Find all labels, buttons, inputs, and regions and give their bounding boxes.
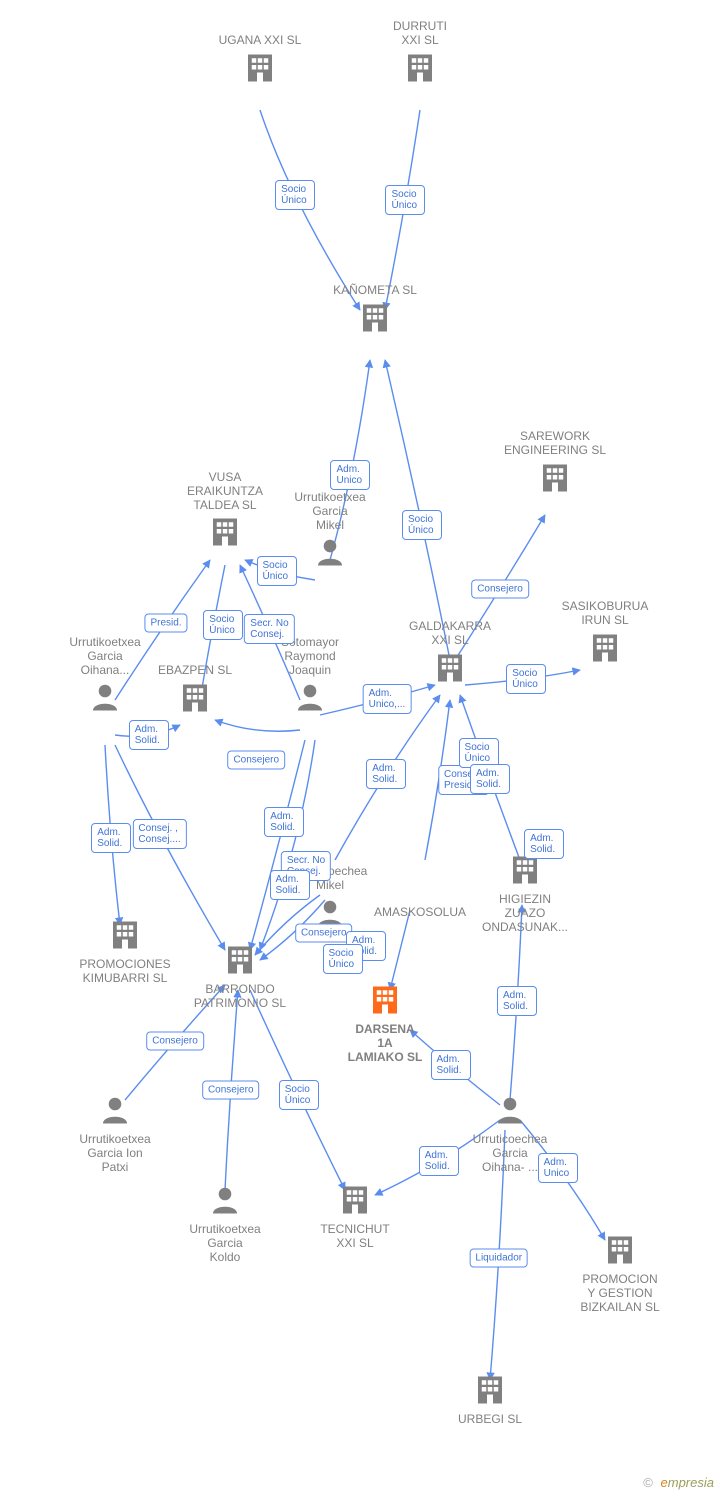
edge-label: Socio Único — [506, 664, 546, 694]
node-ion[interactable]: UrrutikoetxeaGarcia IonPatxi — [55, 1092, 175, 1176]
person-icon — [97, 1092, 133, 1133]
edge-label: Consejero — [146, 1032, 204, 1051]
edge-label: Adm. Solid. — [91, 823, 131, 853]
node-promgest[interactable]: PROMOCIONY GESTIONBIZKAILAN SL — [560, 1232, 680, 1316]
node-label: AMASKOSOLUA — [360, 906, 480, 920]
node-label: TECNICHUTXXI SL — [295, 1223, 415, 1251]
building-icon — [537, 460, 573, 501]
building-icon — [222, 942, 258, 983]
node-label: PROMOCIONY GESTIONBIZKAILAN SL — [560, 1273, 680, 1314]
edge-sotomayor-ebazpen — [215, 720, 300, 731]
node-label: HIGIEZINZUAZOONDASUNAK... — [465, 893, 585, 934]
building-icon — [602, 1232, 638, 1273]
node-label: EBAZPEN SL — [135, 664, 255, 678]
edge-label: Socio Único — [323, 944, 363, 974]
person-icon — [492, 1092, 528, 1133]
edge-label: Adm. Solid. — [366, 759, 406, 789]
node-kanometa[interactable]: KAÑOMETA SL — [315, 284, 435, 341]
building-icon — [587, 630, 623, 671]
footer-copyright: © empresia — [643, 1475, 714, 1490]
node-label: KAÑOMETA SL — [315, 284, 435, 298]
edge-label: Socio Único — [257, 556, 297, 586]
edge-amasko-darsena — [390, 910, 410, 990]
node-label: UGANA XXI SL — [200, 34, 320, 48]
building-icon — [432, 650, 468, 691]
node-ebazpen[interactable]: EBAZPEN SL — [135, 664, 255, 721]
edge-label: Secr. No Consej. — [244, 614, 294, 644]
building-icon — [107, 917, 143, 958]
edge-label: Adm. Unico — [330, 460, 370, 490]
building-icon — [472, 1372, 508, 1413]
node-label: SASIKOBURUAIRUN SL — [545, 600, 665, 628]
edge-label: Socio Único — [385, 185, 425, 215]
brand-letter: e — [661, 1475, 668, 1490]
edge-label: Socio Único — [203, 610, 243, 640]
edge-label: Adm. Solid. — [470, 764, 510, 794]
node-urbegi[interactable]: URBEGI SL — [430, 1372, 550, 1429]
edge-label: Presid. — [144, 614, 187, 633]
edge-label: Consejero — [227, 751, 285, 770]
node-label: UrrutikoetxeaGarciaKoldo — [165, 1223, 285, 1264]
edge-label: Adm. Solid. — [419, 1146, 459, 1176]
node-label: VUSAERAIKUNTZATALDEA SL — [165, 471, 285, 512]
building-icon — [367, 982, 403, 1023]
person-icon — [207, 1182, 243, 1223]
node-amasko[interactable]: AMASKOSOLUA — [360, 906, 480, 922]
node-label: SAREWORKENGINEERING SL — [495, 430, 615, 458]
node-sarework[interactable]: SAREWORKENGINEERING SL — [495, 430, 615, 501]
edge-label: Consejero — [471, 579, 529, 598]
edge-label: Liquidador — [469, 1248, 528, 1267]
node-sasiko[interactable]: SASIKOBURUAIRUN SL — [545, 600, 665, 671]
edge-label: Socio Único — [275, 180, 315, 210]
node-sotomayor[interactable]: SotomayorRaymondJoaquin — [250, 636, 370, 720]
person-icon — [87, 679, 123, 720]
building-icon — [337, 1182, 373, 1223]
node-label: DARSENA1ALAMIAKO SL — [325, 1023, 445, 1064]
node-darsena[interactable]: DARSENA1ALAMIAKO SL — [325, 982, 445, 1066]
edge-label: Consejero — [295, 923, 353, 942]
edge-label: Adm. Solid. — [270, 870, 310, 900]
building-icon — [357, 300, 393, 341]
node-koldo[interactable]: UrrutikoetxeaGarciaKoldo — [165, 1182, 285, 1266]
edge-label: Consej. , Consej.... — [132, 819, 186, 849]
node-label: BARRONDOPATRIMONIO SL — [180, 983, 300, 1011]
building-icon — [242, 50, 278, 91]
brand-rest: mpresia — [668, 1475, 714, 1490]
edge-label: Adm. Solid. — [264, 807, 304, 837]
node-tecnichut[interactable]: TECNICHUTXXI SL — [295, 1182, 415, 1253]
node-label: URBEGI SL — [430, 1413, 550, 1427]
edge-label: Adm. Solid. — [129, 720, 169, 750]
building-icon — [207, 514, 243, 555]
person-icon — [312, 534, 348, 575]
building-icon — [402, 50, 438, 91]
edge-label: Adm. Unico,... — [363, 684, 412, 714]
building-icon — [177, 680, 213, 721]
copyright-symbol: © — [643, 1475, 653, 1490]
edge-label: Adm. Solid. — [524, 829, 564, 859]
node-promkim[interactable]: PROMOCIONESKIMUBARRI SL — [65, 917, 185, 988]
node-higiezin[interactable]: HIGIEZINZUAZOONDASUNAK... — [465, 852, 585, 936]
node-galdakarra[interactable]: GALDAKARRAXXI SL — [390, 620, 510, 691]
edge-label: Socio Único — [402, 510, 442, 540]
node-label: PROMOCIONESKIMUBARRI SL — [65, 958, 185, 986]
node-vusa[interactable]: VUSAERAIKUNTZATALDEA SL — [165, 471, 285, 555]
edge-label: Adm. Solid. — [497, 986, 537, 1016]
person-icon — [292, 679, 328, 720]
edge-label: Consejero — [202, 1081, 260, 1100]
node-ugana[interactable]: UGANA XXI SL — [200, 34, 320, 91]
node-durruti[interactable]: DURRUTIXXI SL — [360, 20, 480, 91]
edge-label: Adm. Unico — [538, 1153, 578, 1183]
node-label: UrrutikoetxeaGarciaMikel — [270, 491, 390, 532]
node-label: GALDAKARRAXXI SL — [390, 620, 510, 648]
node-barrondo[interactable]: BARRONDOPATRIMONIO SL — [180, 942, 300, 1013]
edge-label: Socio Único — [279, 1080, 319, 1110]
edge-label: Adm. Solid. — [431, 1050, 471, 1080]
node-label: DURRUTIXXI SL — [360, 20, 480, 48]
node-label: UrrutikoetxeaGarcia IonPatxi — [55, 1133, 175, 1174]
